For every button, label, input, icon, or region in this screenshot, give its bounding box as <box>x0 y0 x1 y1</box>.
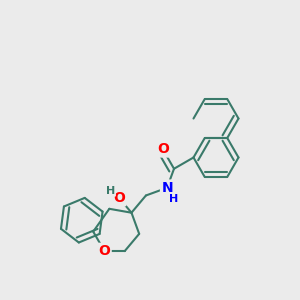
Text: O: O <box>98 244 110 258</box>
Text: H: H <box>169 194 178 204</box>
Text: H: H <box>106 186 115 196</box>
Text: O: O <box>157 142 169 156</box>
Text: O: O <box>113 191 125 205</box>
Text: N: N <box>161 181 173 195</box>
